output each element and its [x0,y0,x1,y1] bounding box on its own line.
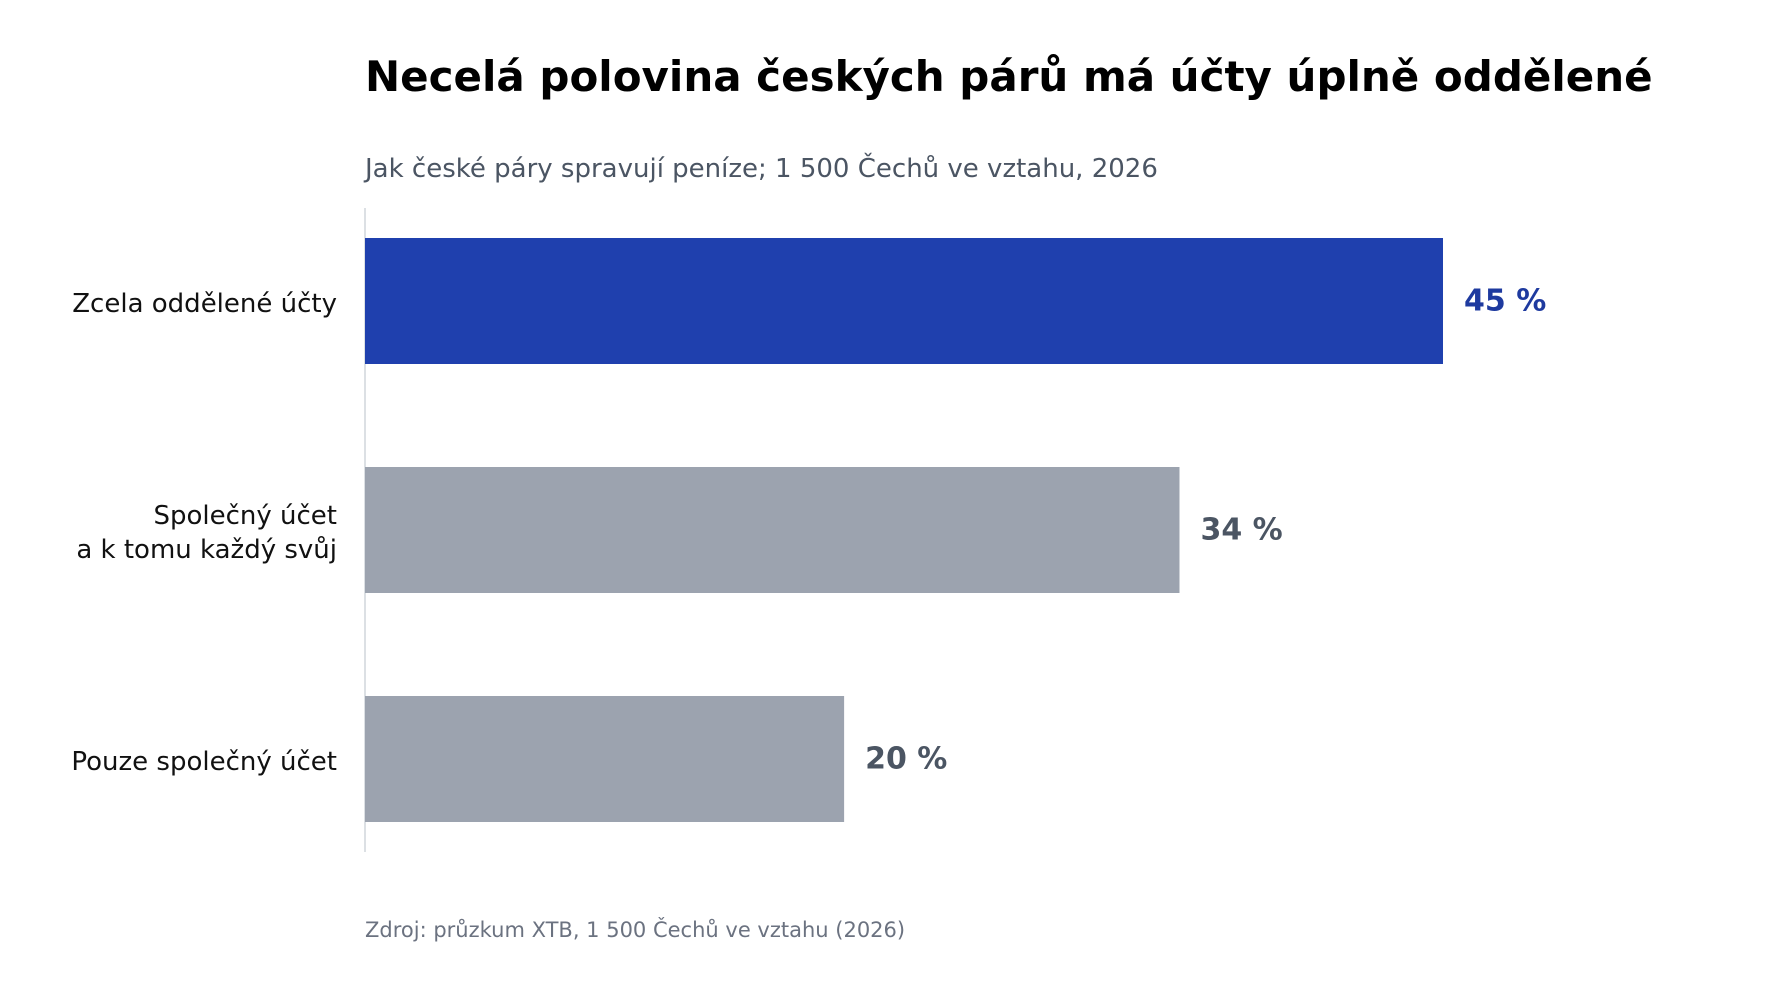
category-label-line: a k tomu každý svůj [76,535,337,565]
category-label-line: Zcela oddělené účty [72,289,337,319]
category-label: Zcela oddělené účty [72,289,337,319]
category-label-line: Společný účet [153,501,337,531]
chart-title: Necelá polovina českých párů má účty úpl… [365,52,1653,101]
bars-group: 45 % Zcela oddělené účty 34 % Společný účet… [71,238,1546,822]
bar [365,696,845,822]
chart-source: Zdroj: průzkum XTB, 1 500 Čechů ve vztah… [365,918,906,942]
value-label: 20 % [865,742,947,777]
value-label: 45 % [1464,284,1546,319]
category-label: Společný účet a k tomu každý svůj [76,501,337,565]
category-label-line: Pouze společný účet [71,747,337,777]
chart-subtitle: Jak české páry spravují peníze; 1 500 Če… [365,154,1158,184]
category-label: Pouze společný účet [71,747,337,777]
bar [365,238,1443,364]
value-label: 34 % [1200,513,1282,548]
bar [365,467,1180,593]
